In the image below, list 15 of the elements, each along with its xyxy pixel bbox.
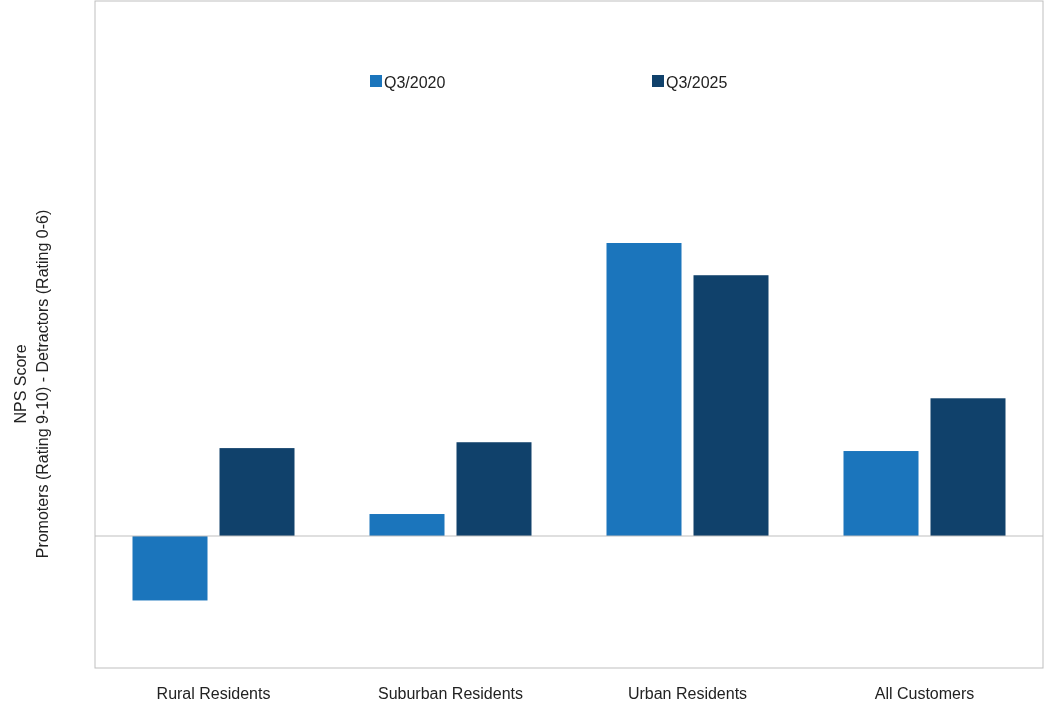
bar bbox=[930, 398, 1006, 536]
bar bbox=[132, 536, 208, 601]
legend-label: Q3/2025 bbox=[666, 74, 728, 91]
legend-label: Q3/2020 bbox=[384, 74, 446, 91]
bar bbox=[219, 448, 295, 536]
y-axis-title: NPS Score Promoters (Rating 9-10) - Detractors (Rating 0-6) bbox=[12, 209, 51, 559]
bar bbox=[369, 514, 445, 536]
bar bbox=[843, 451, 919, 536]
x-tick-label: Suburban Residents bbox=[378, 685, 523, 702]
x-tick-label: Urban Residents bbox=[627, 685, 748, 702]
bar bbox=[693, 275, 769, 536]
bar bbox=[606, 243, 682, 536]
x-tick-label: Rural Residents bbox=[156, 685, 271, 702]
bar bbox=[456, 442, 532, 536]
x-tick-label: All Customers bbox=[874, 685, 975, 702]
